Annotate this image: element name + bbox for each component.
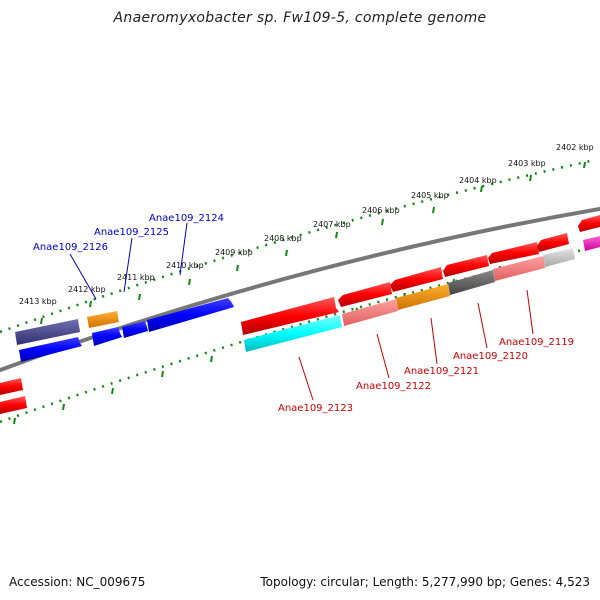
gene-arrow[interactable] — [537, 233, 569, 252]
label-leaders — [69, 222, 534, 401]
scale-label: 2409 kbp — [215, 248, 253, 257]
gene-arrow[interactable] — [578, 215, 600, 232]
scale-label: 2410 kbp — [166, 261, 204, 270]
gene-arrow[interactable] — [87, 311, 119, 328]
gene-arrow[interactable] — [342, 299, 398, 326]
gene-labels: Anae109_2124 Anae109_2125 Anae109_2126 A… — [33, 213, 574, 414]
gene-arrow[interactable] — [0, 378, 23, 395]
gene-label[interactable]: Anae109_2124 — [149, 213, 224, 224]
gene-arrow[interactable] — [92, 327, 122, 346]
scale-label: 2411 kbp — [117, 273, 155, 282]
scale-label: 2413 kbp — [19, 297, 57, 306]
gene-arrow[interactable] — [15, 319, 80, 345]
gene-arrow[interactable] — [390, 267, 443, 292]
gene-label[interactable]: Anae109_2120 — [453, 351, 528, 362]
map-title: Anaeromyxobacter sp. Fw109-5, complete g… — [113, 10, 487, 26]
forward-strand-genes — [15, 215, 600, 345]
gene-arrow[interactable] — [241, 297, 339, 335]
scale-label: 2403 kbp — [508, 159, 546, 168]
gene-label[interactable]: Anae109_2123 — [278, 403, 353, 414]
gene-arrow[interactable] — [19, 337, 82, 362]
gene-arrow[interactable] — [244, 315, 342, 352]
edge-genes — [0, 378, 27, 414]
gene-label[interactable]: Anae109_2126 — [33, 242, 108, 253]
scale-label: 2408 kbp — [264, 234, 302, 243]
gene-arrow[interactable] — [543, 248, 575, 267]
gene-label[interactable]: Anae109_2125 — [94, 227, 169, 238]
gene-arrow[interactable] — [122, 321, 148, 338]
gene-label[interactable]: Anae109_2121 — [404, 366, 479, 377]
gene-arrow[interactable] — [448, 270, 495, 295]
gene-label[interactable]: Anae109_2122 — [356, 381, 431, 392]
genome-summary-text: Topology: circular; Length: 5,277,990 bp… — [260, 575, 590, 589]
gene-arrow[interactable] — [396, 284, 450, 310]
scale-label: 2405 kbp — [411, 191, 449, 200]
scale-label: 2404 kbp — [459, 176, 497, 185]
scale-label: 2412 kbp — [68, 285, 106, 294]
gene-arrow[interactable] — [338, 282, 392, 307]
gene-label[interactable]: Anae109_2119 — [499, 337, 574, 348]
scale-label: 2402 kbp — [556, 143, 594, 152]
accession-text: Accession: NC_009675 — [9, 575, 146, 589]
scale-label: 2407 kbp — [313, 220, 351, 229]
scale-label: 2406 kbp — [362, 206, 400, 215]
scale-labels: 2402 kbp 2403 kbp 2404 kbp 2405 kbp 2406… — [19, 143, 594, 306]
gene-arrow[interactable] — [0, 396, 27, 414]
reverse-strand-genes — [19, 236, 600, 362]
gene-arrow[interactable] — [488, 242, 539, 264]
gene-arrow[interactable] — [493, 256, 545, 281]
gene-arrow[interactable] — [583, 236, 600, 251]
gene-arrow[interactable] — [147, 298, 234, 332]
gene-arrow[interactable] — [443, 255, 489, 277]
